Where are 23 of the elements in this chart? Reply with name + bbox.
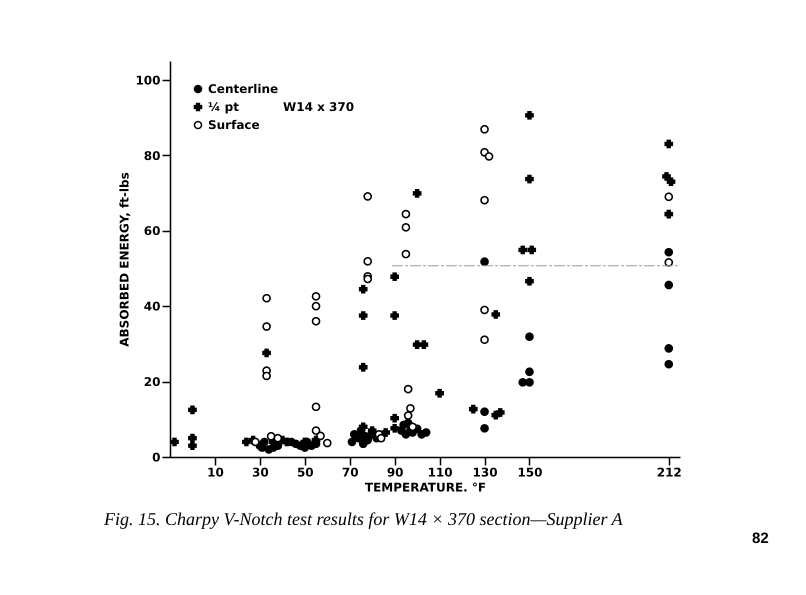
y-axis-title: ABSORBED ENERGY, ft-lbs xyxy=(117,172,132,347)
y-tick-label: 20 xyxy=(144,375,160,390)
x-tick-label: 10 xyxy=(207,466,224,480)
x-tick-label: 70 xyxy=(342,466,359,480)
x-tick-label: 150 xyxy=(517,466,543,480)
x-tick-label: 30 xyxy=(252,466,269,480)
x-tick-label: 130 xyxy=(472,466,498,480)
y-tick-label: 80 xyxy=(144,148,160,163)
x-tick-label: 90 xyxy=(386,466,404,480)
y-tick-label: 60 xyxy=(144,224,160,238)
x-tick-label: 50 xyxy=(296,466,314,480)
y-tick-label: 0 xyxy=(152,450,160,464)
legend-label: ¼ pt xyxy=(208,100,240,114)
x-tick-label: 212 xyxy=(656,466,682,480)
x-tick-label: 110 xyxy=(428,466,453,480)
caption: Fig. 15. Charpy V-Notch test results for W14 × 370 section—Supplier A xyxy=(104,508,624,531)
legend-label: Surface xyxy=(208,118,260,132)
y-tick-label: 40 xyxy=(144,300,160,314)
legend-label: Centerline xyxy=(208,82,278,96)
legend-title: W14 x 370 xyxy=(283,100,354,114)
y-tick-label: 100 xyxy=(135,73,160,88)
text: 82 xyxy=(752,530,769,547)
x-axis-title: TEMPERATURE. °F xyxy=(364,480,486,494)
